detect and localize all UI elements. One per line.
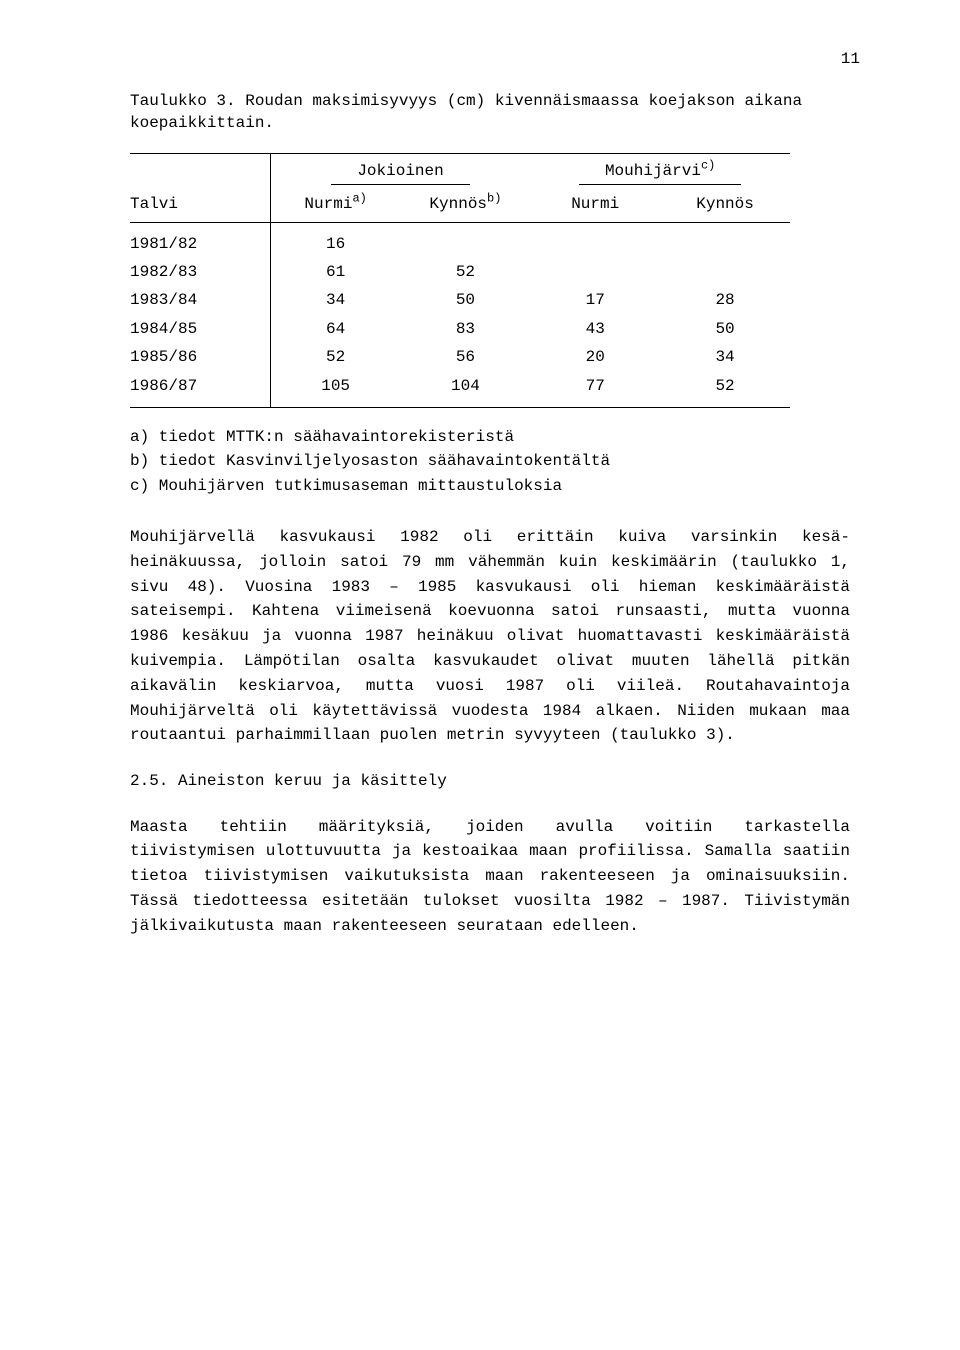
subheader-nurmi-a: Nurmia) (270, 187, 400, 222)
group-header-mouhijarvi: Mouhijärvic) (579, 160, 741, 185)
row-label: 1984/85 (130, 315, 270, 343)
cell: 56 (401, 343, 531, 371)
cell (530, 222, 660, 258)
cell: 20 (530, 343, 660, 371)
group-header-jokioinen: Jokioinen (331, 160, 469, 185)
cell: 64 (270, 315, 400, 343)
footnote-b: b) tiedot Kasvinviljelyosaston säähavain… (130, 450, 860, 472)
cell: 105 (270, 372, 400, 408)
col-header-talvi: Talvi (130, 187, 270, 222)
cell: 50 (660, 315, 790, 343)
table-row: 1983/8434501728 (130, 286, 790, 314)
cell: 61 (270, 258, 400, 286)
table-footnotes: a) tiedot MTTK:n säähavaintorekisteristä… (130, 426, 860, 497)
cell (660, 258, 790, 286)
cell: 77 (530, 372, 660, 408)
cell: 28 (660, 286, 790, 314)
cell: 52 (270, 343, 400, 371)
cell: 34 (660, 343, 790, 371)
table-caption: Taulukko 3. Roudan maksimisyvyys (cm) ki… (130, 90, 830, 135)
row-label: 1983/84 (130, 286, 270, 314)
cell: 52 (401, 258, 531, 286)
cell (660, 222, 790, 258)
table-row: 1982/836152 (130, 258, 790, 286)
subheader-kynnos: Kynnös (660, 187, 790, 222)
table-row: 1986/871051047752 (130, 372, 790, 408)
row-label: 1986/87 (130, 372, 270, 408)
section-heading: 2.5. Aineiston keruu ja käsittely (130, 770, 860, 792)
cell (530, 258, 660, 286)
cell: 52 (660, 372, 790, 408)
subheader-nurmi: Nurmi (530, 187, 660, 222)
footnote-c: c) Mouhijärven tutkimusaseman mittaustul… (130, 475, 860, 497)
table-row: 1985/8652562034 (130, 343, 790, 371)
frost-depth-table: Jokioinen Mouhijärvic) Talvi Nurmia) Kyn… (130, 153, 790, 408)
subheader-kynnos-b: Kynnösb) (401, 187, 531, 222)
cell: 43 (530, 315, 660, 343)
cell: 34 (270, 286, 400, 314)
cell: 83 (401, 315, 531, 343)
paragraph-2: Maasta tehtiin määrityksiä, joiden avull… (130, 815, 850, 939)
cell: 17 (530, 286, 660, 314)
row-label: 1985/86 (130, 343, 270, 371)
cell: 50 (401, 286, 531, 314)
footnote-a: a) tiedot MTTK:n säähavaintorekisteristä (130, 426, 860, 448)
cell: 16 (270, 222, 400, 258)
row-label: 1981/82 (130, 222, 270, 258)
row-label: 1982/83 (130, 258, 270, 286)
page-number: 11 (841, 48, 860, 70)
cell: 104 (401, 372, 531, 408)
paragraph-1: Mouhijärvellä kasvukausi 1982 oli erittä… (130, 525, 850, 748)
cell (401, 222, 531, 258)
page: 11 Taulukko 3. Roudan maksimisyvyys (cm)… (0, 0, 960, 1350)
table-row: 1981/8216 (130, 222, 790, 258)
table-row: 1984/8564834350 (130, 315, 790, 343)
